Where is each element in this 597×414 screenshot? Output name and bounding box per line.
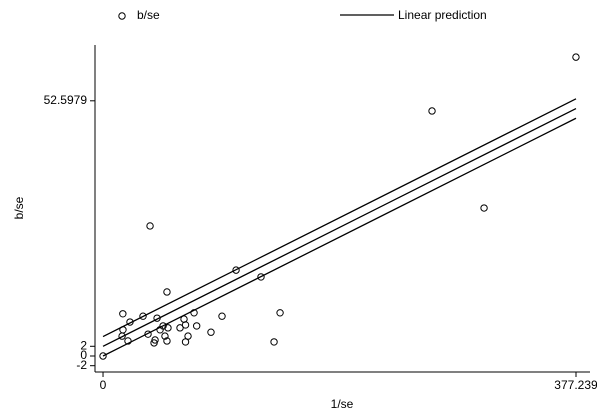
point xyxy=(428,107,436,115)
y-tick-label: 0 xyxy=(80,348,87,362)
y-tick-label: 2 xyxy=(80,338,87,352)
point xyxy=(163,288,171,296)
point xyxy=(156,326,164,334)
point xyxy=(164,324,172,332)
point xyxy=(207,328,215,336)
point xyxy=(119,310,127,318)
point xyxy=(161,332,169,340)
point xyxy=(139,312,147,320)
point xyxy=(118,332,126,340)
point xyxy=(146,222,154,230)
point xyxy=(176,324,184,332)
y-axis-title: b/se xyxy=(12,196,26,219)
point xyxy=(232,266,240,274)
point xyxy=(99,352,107,360)
point xyxy=(124,337,132,345)
point xyxy=(190,309,198,317)
point xyxy=(480,204,488,212)
point xyxy=(150,339,158,347)
x-axis-title: 1/se xyxy=(331,397,354,411)
x-tick-label: 0 xyxy=(100,378,107,392)
y-tick-label: 52.5979 xyxy=(44,93,88,107)
y-tick-label: -2 xyxy=(76,358,87,372)
point xyxy=(126,318,134,326)
point xyxy=(270,338,278,346)
point xyxy=(192,322,201,330)
line xyxy=(102,117,577,357)
point xyxy=(257,273,265,281)
point xyxy=(181,321,190,329)
legend-symbol xyxy=(118,12,126,20)
legend-label: Linear prediction xyxy=(398,8,487,22)
x-tick-label: 377.239 xyxy=(554,378,597,392)
legend-label: b/se xyxy=(137,8,160,22)
point xyxy=(572,53,580,61)
point xyxy=(218,312,226,320)
point xyxy=(181,338,190,346)
line xyxy=(102,98,577,338)
line xyxy=(102,107,577,347)
point xyxy=(276,309,284,317)
point xyxy=(119,326,127,334)
point xyxy=(163,337,171,345)
point xyxy=(144,330,152,338)
